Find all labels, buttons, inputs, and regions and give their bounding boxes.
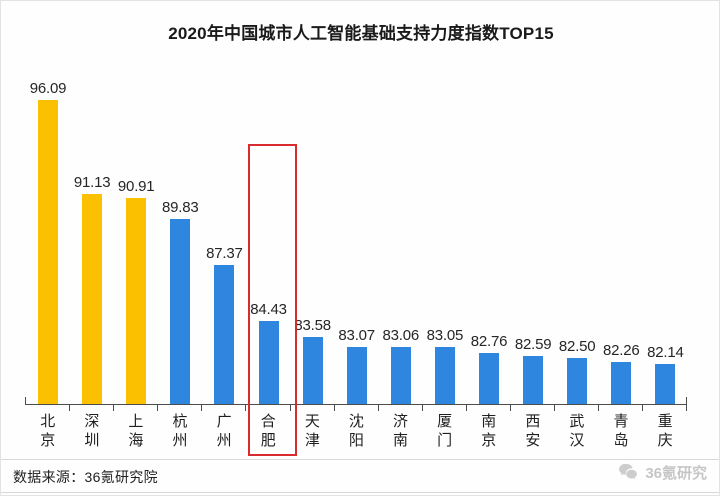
axis-tick <box>333 404 335 411</box>
bar-value-label: 82.59 <box>514 335 552 353</box>
category-label-杭州: 杭州 <box>172 413 189 449</box>
category-label-南京: 南京 <box>481 413 497 449</box>
category-label-沈阳: 沈阳 <box>348 413 365 449</box>
axis-tick <box>554 404 556 411</box>
bar-value-label: 83.06 <box>382 327 420 345</box>
bar-column: 82.50 <box>554 45 600 405</box>
category-label-济南: 济南 <box>393 413 409 449</box>
bar-厦门[interactable] <box>434 347 455 405</box>
category-label-西安: 西安 <box>525 413 541 449</box>
bar-上海[interactable] <box>126 198 147 405</box>
bar-column: 84.43 <box>246 45 292 405</box>
bar-武汉[interactable] <box>567 357 588 405</box>
axis-tick <box>510 404 511 411</box>
category-label-合肥: 合肥 <box>260 413 277 449</box>
axis-tick <box>69 404 70 411</box>
bar-value-label: 82.26 <box>603 342 640 360</box>
bar-济南[interactable] <box>390 347 411 405</box>
axis-tick <box>201 404 203 411</box>
axis-tick <box>157 404 159 411</box>
axis-tick <box>421 404 423 411</box>
bar-青岛[interactable] <box>611 362 632 405</box>
bar-column: 83.06 <box>378 45 424 405</box>
bar-深圳[interactable] <box>82 194 103 405</box>
axis-tick <box>113 404 115 411</box>
axis-tick <box>642 404 644 411</box>
bar-沈阳[interactable] <box>346 346 367 405</box>
bar-value-label: 96.09 <box>29 80 67 98</box>
bar-column: 90.91 <box>113 45 159 405</box>
source-note: 数据来源：36氪研究院 <box>13 469 158 485</box>
axis-tick <box>377 404 379 411</box>
bar-value-label: 82.50 <box>558 337 596 355</box>
bar-column: 91.13 <box>69 45 115 405</box>
category-label-深圳: 深圳 <box>84 413 100 449</box>
watermark: 36氪研究 <box>617 461 707 483</box>
bar-value-label: 84.43 <box>250 301 287 319</box>
axis-cap-right <box>686 397 687 405</box>
bar-value-label: 89.83 <box>162 198 199 216</box>
bar-column: 82.59 <box>510 45 556 405</box>
bar-天津[interactable] <box>302 337 323 405</box>
page-title: 2020年中国城市人工智能基础支持力度指数TOP15 <box>168 24 554 43</box>
footer-divider <box>1 459 719 460</box>
bar-西安[interactable] <box>523 355 544 405</box>
bar-column: 82.76 <box>466 45 512 405</box>
bar-column: 87.37 <box>201 45 247 405</box>
footer-divider-bottom <box>1 492 719 493</box>
bar-column: 83.05 <box>422 45 468 405</box>
category-label-北京: 北京 <box>40 413 56 449</box>
category-label-广州: 广州 <box>216 413 233 449</box>
bar-重庆[interactable] <box>655 364 676 405</box>
category-label-重庆: 重庆 <box>657 413 674 449</box>
bar-column: 96.09 <box>25 45 71 405</box>
axis-tick <box>289 404 291 411</box>
bar-value-label: 83.07 <box>338 326 375 344</box>
category-label-厦门: 厦门 <box>437 413 453 449</box>
axis-cap-left <box>25 397 26 405</box>
axis-tick <box>686 404 688 411</box>
bar-value-label: 87.37 <box>206 245 243 263</box>
wechat-icon <box>619 463 638 480</box>
bar-value-label: 83.58 <box>294 317 331 335</box>
bar-column: 83.07 <box>334 45 380 405</box>
axis-tick <box>598 404 600 411</box>
bar-合肥[interactable] <box>258 321 279 405</box>
bar-value-label: 83.05 <box>426 327 464 345</box>
bar-value-label: 91.13 <box>73 174 111 192</box>
watermark-text: 36氪研究 <box>645 464 707 482</box>
plot-area: 96.09 91.13 90.91 89.83 87.37 84.43 83.58 83.07… <box>15 45 707 405</box>
bar-杭州[interactable] <box>170 218 191 405</box>
bar-column: 83.58 <box>290 45 336 405</box>
bar-北京[interactable] <box>38 100 58 405</box>
bar-column: 82.14 <box>642 45 688 405</box>
bar-南京[interactable] <box>479 352 499 405</box>
category-label-武汉: 武汉 <box>569 413 585 449</box>
axis-tick <box>245 404 247 411</box>
bar-column: 82.26 <box>598 45 644 405</box>
bar-value-label: 82.76 <box>470 332 508 350</box>
bar-广州[interactable] <box>214 265 235 405</box>
category-label-上海: 上海 <box>128 413 144 449</box>
bar-value-label: 90.91 <box>117 178 155 196</box>
category-label-天津: 天津 <box>304 413 321 449</box>
bar-value-label: 82.14 <box>647 344 684 362</box>
bar-column: 89.83 <box>157 45 203 405</box>
x-axis-line <box>25 404 687 405</box>
category-label-青岛: 青岛 <box>613 413 630 449</box>
axis-tick <box>465 404 467 411</box>
